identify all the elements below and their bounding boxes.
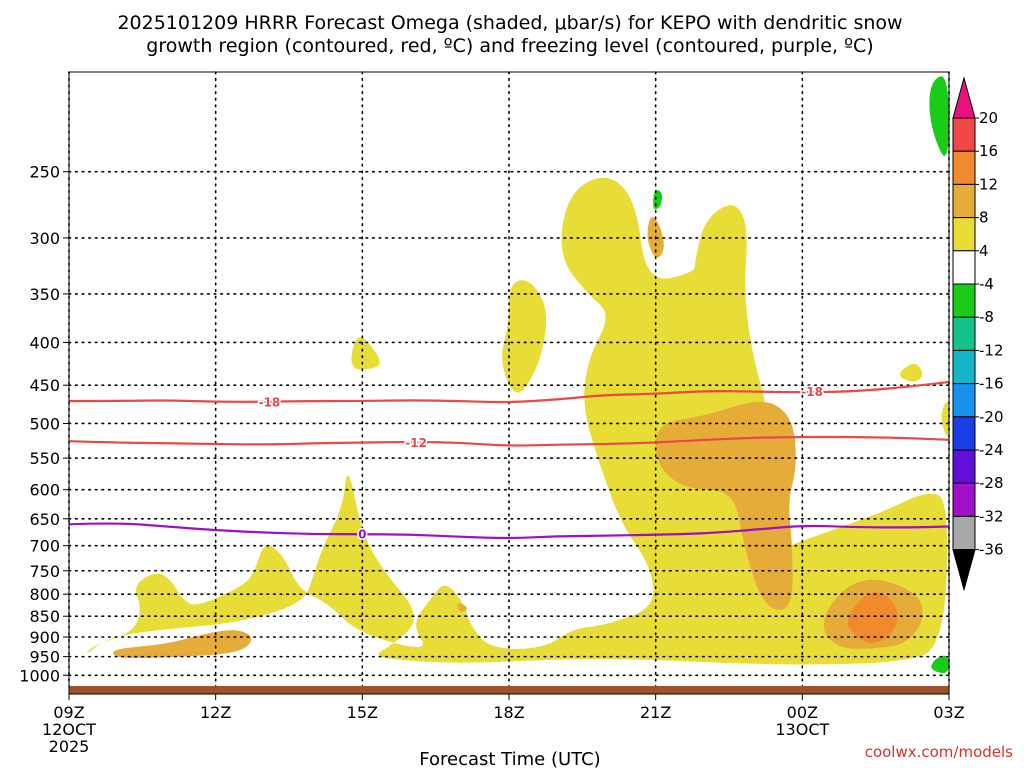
colorbar-bin xyxy=(952,383,976,418)
x-tick-label: 12Z xyxy=(200,703,231,722)
omega-region-13 xyxy=(931,655,949,674)
omega-region-10 xyxy=(847,592,898,643)
y-tick-label: 650 xyxy=(29,510,60,529)
contour-label-freezing-level-0: 0 xyxy=(358,528,366,542)
colorbar-label: -32 xyxy=(979,507,1004,525)
y-tick-label: 800 xyxy=(29,585,60,604)
x-tick-label: 09Z xyxy=(53,703,84,722)
y-tick-label: 900 xyxy=(29,628,60,647)
y-tick-label: 400 xyxy=(29,333,60,352)
colorbar-label: 12 xyxy=(979,175,998,193)
colorbar-label: -12 xyxy=(979,341,1004,359)
colorbar-bin xyxy=(952,416,976,451)
colorbar-bin xyxy=(952,515,976,551)
contour-label-dendritic-growth-minus-12: -12 xyxy=(405,436,427,450)
colorbar-label: -28 xyxy=(979,474,1004,492)
y-tick-label: 750 xyxy=(29,562,60,581)
y-tick-label: 1000 xyxy=(19,666,60,685)
chart-title-line-2: growth region (contoured, red, ºC) and f… xyxy=(146,35,873,57)
grid-lines xyxy=(68,71,950,687)
y-tick-label: 350 xyxy=(29,285,60,304)
y-axis-pressure-ticks: 250 300 350 400 450 500 550 600 650 700 750 800 850 9… xyxy=(19,163,69,685)
omega-region-8 xyxy=(457,603,467,612)
colorbar-bin xyxy=(952,316,976,351)
y-tick-label: 450 xyxy=(29,376,60,395)
colorbar-label: -20 xyxy=(979,408,1004,426)
omega-region-7 xyxy=(655,401,796,610)
x-tick-label: 00Z xyxy=(787,703,818,722)
omega-region-2 xyxy=(502,280,547,393)
colorbar-label: 4 xyxy=(979,242,989,260)
contour-dendritic-growth-minus-12 xyxy=(69,435,949,447)
source-credit: coolwx.com/models xyxy=(865,743,1013,761)
colorbar-bin xyxy=(952,250,976,285)
omega-region-11 xyxy=(929,76,949,156)
contour-dendritic-growth-minus-18 xyxy=(69,380,949,404)
y-tick-label: 950 xyxy=(29,648,60,667)
colorbar-label: -24 xyxy=(979,441,1004,459)
x-tick-label: 18Z xyxy=(493,703,524,722)
x-tick-label: 12OCT xyxy=(42,720,96,739)
x-tick-label: 21Z xyxy=(640,703,671,722)
contour-layer: -18 -18 -12 0 xyxy=(69,380,949,543)
colorbar-bin-below-min xyxy=(952,549,976,592)
y-tick-label: 850 xyxy=(29,607,60,626)
y-tick-label: 700 xyxy=(29,537,60,556)
omega-region-0 xyxy=(87,177,948,665)
surface-ground-band xyxy=(69,686,949,694)
colorbar-label: -16 xyxy=(979,375,1004,393)
colorbar-bin xyxy=(952,449,976,484)
omega-region-4 xyxy=(941,402,949,436)
colorbar-bin xyxy=(952,283,976,318)
omega-region-3 xyxy=(900,363,923,382)
x-axis-label: Forecast Time (UTC) xyxy=(419,749,600,768)
omega-region-1 xyxy=(351,337,380,370)
contour-freezing-level-0 xyxy=(69,522,949,540)
colorbar-label: 8 xyxy=(979,209,989,227)
colorbar-bin xyxy=(952,217,976,252)
colorbar-label: 16 xyxy=(979,142,998,160)
y-tick-label: 250 xyxy=(29,163,60,182)
y-tick-label: 300 xyxy=(29,229,60,248)
x-tick-label: 03Z xyxy=(933,703,964,722)
colorbar-label: 20 xyxy=(979,109,998,127)
colorbar-bin xyxy=(952,482,976,517)
contour-label-dendritic-growth-minus-18: -18 xyxy=(801,385,823,399)
omega-shading-layer xyxy=(87,76,949,674)
contour-label-dendritic-growth-minus-18: -18 xyxy=(259,395,281,409)
omega-colorbar: 20 16 12 8 4 -4 -8 -12 -16 -20 -24 -28 -32 -36 xyxy=(952,76,1004,592)
colorbar-label: -4 xyxy=(979,275,994,293)
colorbar-bin xyxy=(952,349,976,385)
colorbar-bin xyxy=(952,117,976,152)
x-tick-label: 2025 xyxy=(49,737,90,756)
y-tick-label: 500 xyxy=(29,414,60,433)
x-tick-label: 13OCT xyxy=(775,720,829,739)
colorbar-bin xyxy=(952,183,976,219)
x-tick-label: 15Z xyxy=(347,703,378,722)
y-tick-label: 550 xyxy=(29,449,60,468)
colorbar-label: -8 xyxy=(979,308,994,326)
y-tick-label: 600 xyxy=(29,481,60,500)
chart-title-line-1: 2025101209 HRRR Forecast Omega (shaded, … xyxy=(117,12,902,34)
colorbar-bin xyxy=(952,150,976,185)
colorbar-label: -36 xyxy=(979,541,1004,559)
